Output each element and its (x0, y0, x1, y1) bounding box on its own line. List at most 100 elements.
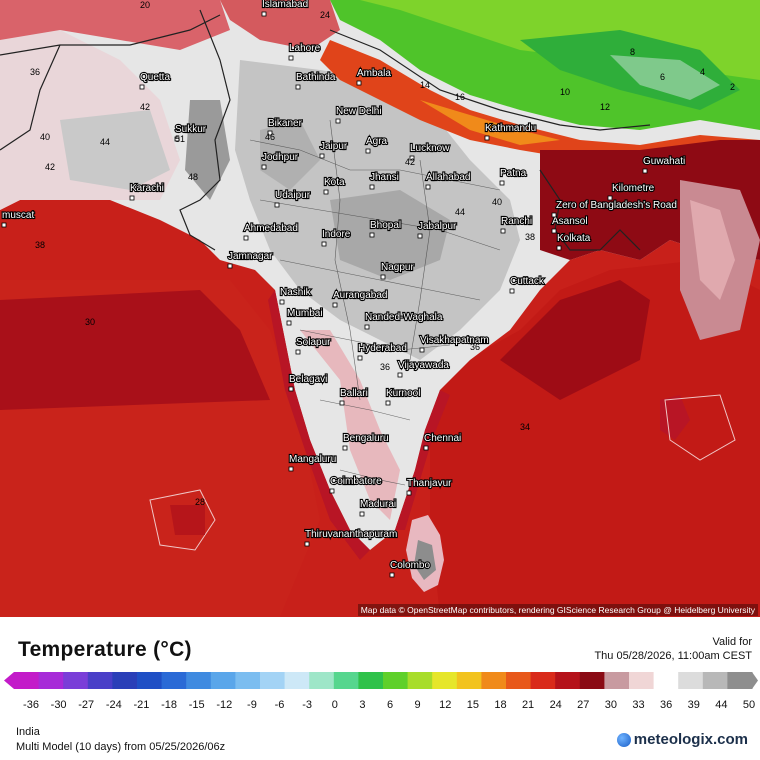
city-jabalpur[interactable]: Jabalpur (417, 220, 458, 239)
city-muscat[interactable]: muscat (1, 209, 36, 228)
city-label: Bikaner (268, 118, 303, 129)
temperature-map[interactable]: Islamabad Lahore Quetta Bathinda Ambala New D… (0, 0, 760, 617)
city-jodhpur[interactable]: Jodhpur (261, 151, 300, 170)
city-coimbatore[interactable]: Coimbatore (329, 475, 383, 494)
city-ahmedabad[interactable]: Ahmedabad (243, 222, 299, 241)
city-label: Nanded-Waghala (365, 312, 443, 323)
city-madurai[interactable]: Madurai (359, 498, 397, 517)
country-borders (0, 9, 651, 251)
city-bathinda[interactable]: Bathinda (295, 71, 337, 90)
city-marker (385, 400, 391, 406)
city-label: Bhopal (370, 220, 401, 231)
city-mangaluru[interactable]: Mangaluru (288, 453, 337, 472)
city-bhopal[interactable]: Bhopal (369, 219, 402, 238)
isotherm-label: 42 (45, 162, 55, 172)
city-kathmandu[interactable]: Kathmandu (484, 122, 537, 141)
city-nanded-waghala[interactable]: Nanded-Waghala (364, 311, 444, 330)
city-label: Ranchi (501, 216, 532, 227)
city-solapur[interactable]: Solapur (295, 336, 332, 355)
city-lahore[interactable]: Lahore (288, 42, 322, 61)
city-marker (556, 245, 562, 251)
map-title: Temperature (°C) (18, 638, 192, 661)
city-kurnool[interactable]: Kurnool (385, 387, 422, 406)
city-lucknow[interactable]: Lucknow (409, 142, 451, 161)
city-marker (332, 302, 338, 308)
city-label: Asansol (552, 216, 588, 227)
isotherm-label: 40 (40, 132, 50, 142)
city-hyderabad[interactable]: Hyderabad (357, 342, 408, 361)
city-aurangabad[interactable]: Aurangabad (332, 289, 389, 308)
city-asansol[interactable]: Asansol (551, 215, 589, 234)
isotherm-label: 6 (660, 72, 665, 82)
legend-tick-label: -9 (247, 699, 257, 710)
city-udaipur[interactable]: Udaipur (274, 189, 312, 208)
city-nagpur[interactable]: Nagpur (380, 261, 416, 280)
city-colombo[interactable]: Colombo (389, 559, 432, 578)
city-label: Ballari (340, 388, 368, 399)
city-marker (389, 572, 395, 578)
city-thiruvananthapuram[interactable]: Thiruvananthapuram (304, 528, 398, 547)
city-ambala[interactable]: Ambala (356, 67, 392, 86)
city-mumbai[interactable]: Mumbai (286, 307, 324, 326)
city-bengaluru[interactable]: Bengaluru (342, 432, 390, 451)
legend-swatch (112, 672, 138, 689)
city-kilometre[interactable]: Kilometre (607, 182, 656, 201)
city-label: Belagavi (289, 374, 327, 385)
city-label: Guwahati (643, 156, 685, 167)
isotherm-label: 42 (140, 102, 150, 112)
brand-logo[interactable]: meteologix.com (616, 731, 748, 748)
city-patna[interactable]: Patna (499, 167, 528, 186)
city-marker (339, 400, 345, 406)
legend-tick-label: -15 (189, 699, 205, 710)
city-karachi[interactable]: Karachi (129, 182, 165, 201)
city-jhansi[interactable]: Jhansi (369, 171, 400, 190)
city-ranchi[interactable]: Ranchi (500, 215, 533, 234)
city-jamnagar[interactable]: Jamnagar (227, 250, 274, 269)
city-chennai[interactable]: Chennai (423, 432, 462, 451)
city-vijayawada[interactable]: Vijayawada (397, 359, 451, 378)
city-kolkata[interactable]: Kolkata (556, 232, 592, 251)
legend-swatch (63, 672, 89, 689)
city-allahabad[interactable]: Allahabad (425, 171, 472, 190)
isotherm-label: 30 (85, 317, 95, 327)
city-label: Kota (324, 177, 345, 188)
isotherm-label: 20 (140, 0, 150, 10)
city-ballari[interactable]: Ballari (339, 387, 369, 406)
city-cuttack[interactable]: Cuttack (509, 275, 546, 294)
city-marker (321, 241, 327, 247)
legend-swatch (358, 672, 384, 689)
isotherm-label: 2 (730, 82, 735, 92)
legend-swatch (629, 672, 655, 689)
city-label: Lahore (289, 43, 321, 54)
city-jaipur[interactable]: Jaipur (319, 140, 349, 159)
city-nashik[interactable]: Nashik (279, 286, 313, 305)
city-bikaner[interactable]: Bikaner (267, 117, 304, 136)
city-marker (369, 184, 375, 190)
city-agra[interactable]: Agra (365, 135, 389, 154)
city-visakhapatnam[interactable]: Visakhapatnam (419, 334, 490, 353)
city-belagavi[interactable]: Belagavi (288, 373, 328, 392)
city-thanjavur[interactable]: Thanjavur (406, 477, 453, 496)
city-islamabad[interactable]: Islamabad (261, 0, 309, 17)
city-label: Islamabad (262, 0, 308, 10)
legend-tick-label: 44 (715, 699, 727, 710)
city-label: Zero of Bangladesh's Road (556, 200, 677, 211)
valid-time[interactable]: Thu 05/28/2026, 11:00am CEST (594, 650, 752, 662)
city-label: Kathmandu (485, 123, 536, 134)
legend-tick-label: 6 (387, 699, 393, 710)
model-run-label[interactable]: Multi Model (10 days) from 05/25/2026/06… (16, 741, 226, 753)
city-quetta[interactable]: Quetta (139, 71, 172, 90)
city-new-delhi[interactable]: New Delhi (335, 105, 383, 124)
city-marker (397, 372, 403, 378)
city-zero-of-bangladesh-s-road[interactable]: Zero of Bangladesh's Road (551, 199, 678, 218)
city-guwahati[interactable]: Guwahati (642, 155, 686, 174)
city-sukkur[interactable]: Sukkur (174, 123, 208, 142)
legend-tick-label: -12 (216, 699, 232, 710)
legend-swatch (260, 672, 286, 689)
city-label: muscat (2, 210, 34, 221)
brand-name: meteologix.com (633, 731, 748, 748)
city-label: Aurangabad (333, 290, 388, 301)
city-indore[interactable]: Indore (321, 228, 352, 247)
city-kota[interactable]: Kota (323, 176, 346, 195)
isotherm-label: 46 (265, 132, 275, 142)
